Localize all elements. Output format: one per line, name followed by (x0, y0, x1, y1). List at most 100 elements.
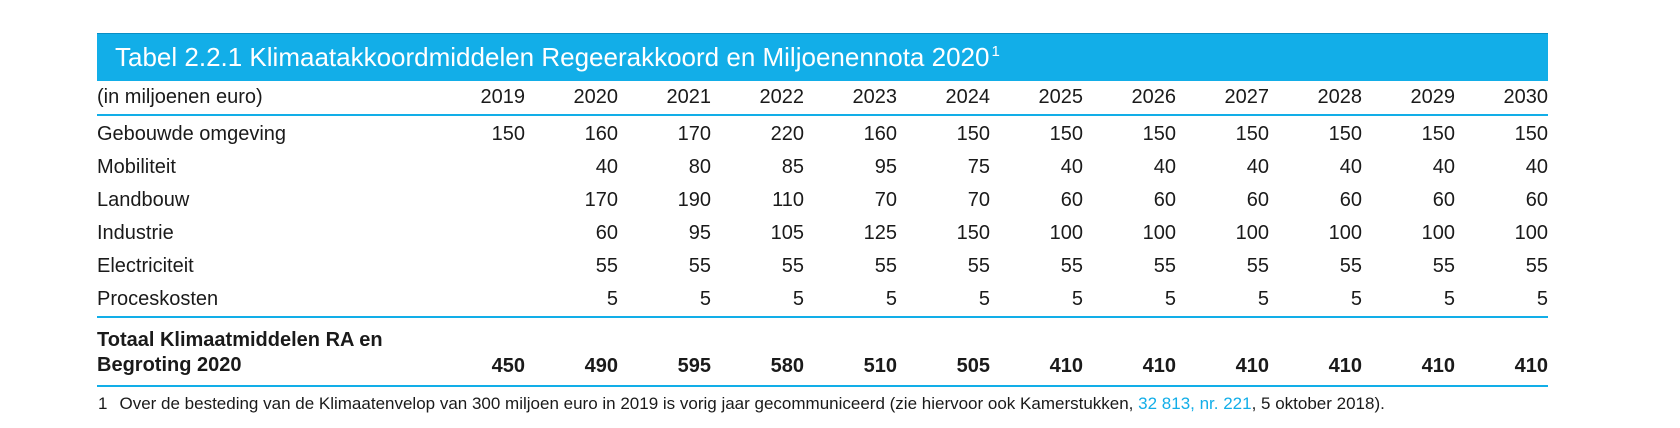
table-cell (432, 151, 525, 184)
footnote-text-end: , 5 oktober 2018). (1251, 394, 1385, 413)
table-cell (432, 217, 525, 250)
total-cell: 580 (711, 316, 804, 387)
table-cell: 40 (1525, 156, 1548, 178)
table-cell: 170 (677, 123, 711, 145)
kamerstukken-link[interactable]: 32 813, nr. 221 (1138, 394, 1252, 413)
table-row: Landbouw 170 190 110 70 70 60 60 60 60 6… (97, 184, 1548, 217)
table-cell (432, 250, 525, 283)
year-header: 2028 (1269, 81, 1362, 116)
table-cell: 60 (1432, 189, 1455, 211)
table-cell: 150 (956, 123, 990, 145)
table-cell: 5 (792, 288, 804, 310)
table-cell: 60 (1525, 189, 1548, 211)
year-header: 2019 (432, 81, 525, 116)
table-cell (432, 184, 525, 217)
year-header: 2022 (711, 81, 804, 116)
table-cell: 5 (699, 288, 711, 310)
table-cell: 100 (1328, 222, 1362, 244)
year-header: 2024 (897, 81, 990, 116)
table-title-text: Tabel 2.2.1 Klimaatakkoordmiddelen Regee… (115, 42, 990, 72)
table-cell: 100 (1049, 222, 1083, 244)
table-cell: 5 (978, 288, 990, 310)
table-cell: 95 (874, 156, 897, 178)
table-cell: 100 (1421, 222, 1455, 244)
table-cell: 150 (1235, 123, 1269, 145)
table-cell: 40 (1060, 156, 1083, 178)
table-cell: 70 (874, 189, 897, 211)
table-cell: 150 (1514, 123, 1548, 145)
year-header: 2025 (990, 81, 1083, 116)
table-cell: 5 (885, 288, 897, 310)
table-row: Proceskosten 5 5 5 5 5 5 5 5 5 5 5 (97, 283, 1548, 317)
table-cell: 40 (1246, 156, 1269, 178)
table-cell: 40 (1339, 156, 1362, 178)
table-cell: 80 (688, 156, 711, 178)
title-footnote-marker: 1 (991, 43, 1000, 60)
table-title: Tabel 2.2.1 Klimaatakkoordmiddelen Regee… (115, 42, 1000, 73)
table-cell: 100 (1142, 222, 1176, 244)
table-cell: 150 (1328, 123, 1362, 145)
table-cell: 150 (1421, 123, 1455, 145)
table-cell (432, 283, 525, 317)
table-cell: 40 (1432, 156, 1455, 178)
table-row: Gebouwde omgeving 150 160 170 220 160 15… (97, 115, 1548, 151)
unit-label: (in miljoenen euro) (97, 81, 432, 116)
total-cell: 490 (525, 316, 618, 387)
table-row: Industrie 60 95 105 125 150 100 100 100 … (97, 217, 1548, 250)
table-cell: 55 (1246, 255, 1269, 277)
table-row: Electriciteit 55 55 55 55 55 55 55 55 55… (97, 250, 1548, 283)
total-cell: 410 (1083, 316, 1176, 387)
table-cell: 5 (1164, 288, 1176, 310)
table-row: Mobiliteit 40 80 85 95 75 40 40 40 40 40… (97, 151, 1548, 184)
row-label: Landbouw (97, 189, 190, 211)
row-label: Industrie (97, 222, 174, 244)
table-cell: 60 (1339, 189, 1362, 211)
year-header: 2030 (1455, 81, 1548, 116)
table-cell: 150 (491, 123, 525, 145)
footnote-number: 1 (98, 394, 108, 413)
data-table: (in miljoenen euro) 2019 2020 2021 2022 … (97, 81, 1548, 387)
table-cell: 5 (1536, 288, 1548, 310)
row-label: Electriciteit (97, 255, 194, 277)
total-cell: 410 (990, 316, 1083, 387)
table-cell: 55 (1153, 255, 1176, 277)
total-row: Totaal Klimaatmiddelen RA en Begroting 2… (97, 316, 1548, 387)
table-cell: 55 (1525, 255, 1548, 277)
footnote: 1 Over de besteding van de Klimaatenvelop… (98, 394, 1548, 414)
table-cell: 150 (1049, 123, 1083, 145)
table-cell: 55 (1339, 255, 1362, 277)
table-cell: 5 (606, 288, 618, 310)
table-cell: 55 (595, 255, 618, 277)
table-container: Tabel 2.2.1 Klimaatakkoordmiddelen Regee… (97, 33, 1548, 414)
total-cell: 410 (1269, 316, 1362, 387)
year-header: 2029 (1362, 81, 1455, 116)
table-cell: 125 (863, 222, 897, 244)
table-cell: 5 (1443, 288, 1455, 310)
table-cell: 170 (584, 189, 618, 211)
header-row: (in miljoenen euro) 2019 2020 2021 2022 … (97, 81, 1548, 116)
row-label: Proceskosten (97, 288, 219, 310)
table-cell: 150 (956, 222, 990, 244)
table-cell: 110 (772, 189, 804, 211)
table-cell: 150 (1142, 123, 1176, 145)
table-cell: 160 (863, 123, 897, 145)
table-cell: 70 (967, 189, 990, 211)
table-cell: 55 (1060, 255, 1083, 277)
table-cell: 220 (770, 123, 804, 145)
total-label: Totaal Klimaatmiddelen RA en Begroting 2… (97, 316, 432, 387)
table-cell: 105 (770, 222, 804, 244)
table-cell: 95 (688, 222, 711, 244)
table-cell: 100 (1514, 222, 1548, 244)
table-cell: 60 (1246, 189, 1269, 211)
total-cell: 410 (1455, 316, 1548, 387)
table-cell: 85 (781, 156, 804, 178)
table-cell: 5 (1071, 288, 1083, 310)
total-cell: 410 (1176, 316, 1269, 387)
table-cell: 60 (595, 222, 618, 244)
year-header: 2021 (618, 81, 711, 116)
table-cell: 160 (584, 123, 618, 145)
table-cell: 40 (1153, 156, 1176, 178)
year-header: 2027 (1176, 81, 1269, 116)
table-cell: 60 (1060, 189, 1083, 211)
footnote-text: Over de besteding van de Klimaatenvelop … (119, 394, 1134, 413)
